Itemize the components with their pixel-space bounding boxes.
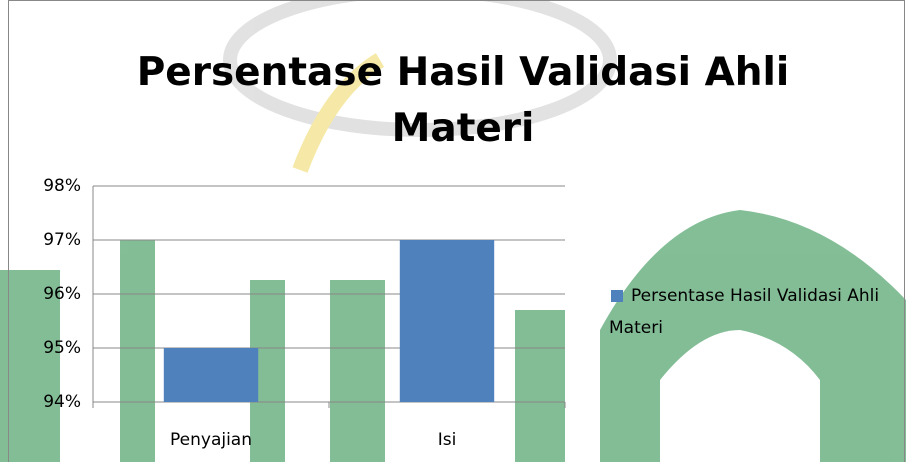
watermark-block [330,280,385,462]
legend-label: Persentase Hasil Validasi Ahli Materi [609,286,880,338]
watermark-door [660,330,820,462]
y-tick-label: 96% [43,284,81,304]
chart-title: Persentase Hasil Validasi Ahli Materi [136,50,790,151]
x-tick-label: Penyajian [170,430,252,450]
plot-area: 94% 95% 96% 97% 98% Penyajian Isi [43,176,566,450]
y-tick-label: 98% [43,176,81,196]
bar [163,348,259,402]
watermark-block [0,270,60,462]
x-tick-label: Isi [438,430,457,450]
bar [399,240,495,402]
y-tick-label: 97% [43,230,81,250]
chart-border [8,0,905,462]
y-tick-label: 94% [43,392,81,412]
watermark-ring [223,0,617,137]
watermark-block [120,240,155,462]
legend-key [611,290,623,302]
watermark-arc [292,53,385,173]
title-box: Persentase Hasil Validasi Ahli Materi [136,50,790,151]
y-tick-label: 95% [43,338,81,358]
legend-box: Persentase Hasil Validasi Ahli Materi [609,286,880,338]
watermark-block [515,310,565,462]
